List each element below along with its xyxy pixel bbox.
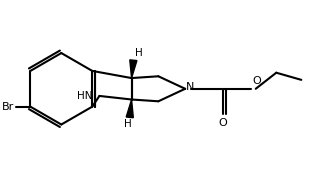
Text: N: N: [186, 82, 194, 92]
Text: H: H: [135, 48, 143, 58]
Text: O: O: [218, 118, 227, 128]
Text: Br: Br: [2, 102, 14, 112]
Text: O: O: [252, 76, 261, 86]
Polygon shape: [126, 100, 133, 118]
Text: H: H: [124, 119, 132, 129]
Text: HN: HN: [77, 91, 92, 101]
Polygon shape: [130, 60, 137, 78]
